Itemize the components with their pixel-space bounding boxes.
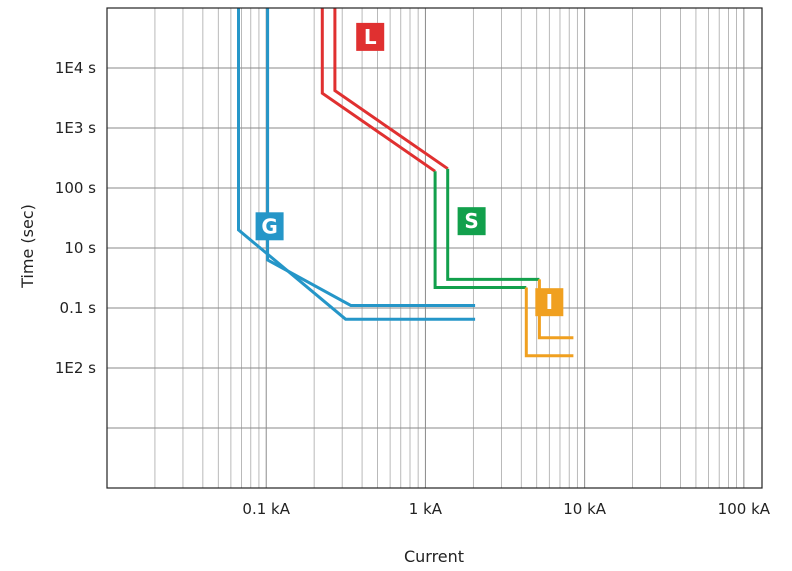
series-lines	[237, 8, 574, 358]
y-tick-label: 1E2 s	[55, 359, 96, 377]
plot-frame	[106, 7, 763, 489]
y-tick-label: 0.1 s	[60, 299, 97, 317]
badge-l-box	[356, 22, 385, 51]
y-tick-label: 1E3 s	[55, 119, 96, 137]
badge-i-box	[535, 288, 564, 317]
badge-g-box	[255, 212, 284, 241]
y-tick-label: 1E4 s	[55, 59, 96, 77]
series-line	[433, 171, 527, 289]
y-tick-label: 10 s	[64, 239, 96, 257]
series-line	[333, 8, 449, 170]
y-tick-labels: 1E4 s 1E3 s 100 s 10 s 0.1 s 1E2 s	[55, 59, 96, 377]
badge-l-label: L	[364, 25, 377, 49]
x-tick-labels: 0.1 kA 1 kA 10 kA 100 kA	[242, 500, 770, 518]
badge-s-box	[457, 207, 486, 236]
curve-badges: L S I G	[255, 22, 564, 317]
x-tick-label: 100 kA	[718, 500, 771, 518]
badge-g-label: G	[261, 214, 277, 238]
grid	[107, 8, 762, 488]
x-tick-label: 1 kA	[409, 500, 443, 518]
badge-i-label: I	[546, 290, 553, 314]
y-tick-label: 100 s	[55, 179, 96, 197]
series-line	[266, 8, 476, 307]
badge-s-label: S	[464, 209, 478, 233]
series-line	[524, 287, 574, 358]
y-axis-label: Time (sec)	[18, 204, 37, 289]
x-axis-label: Current	[404, 547, 464, 566]
series-line	[446, 168, 540, 281]
series-line	[320, 8, 436, 173]
x-tick-label: 10 kA	[563, 500, 607, 518]
x-tick-label: 0.1 kA	[242, 500, 290, 518]
